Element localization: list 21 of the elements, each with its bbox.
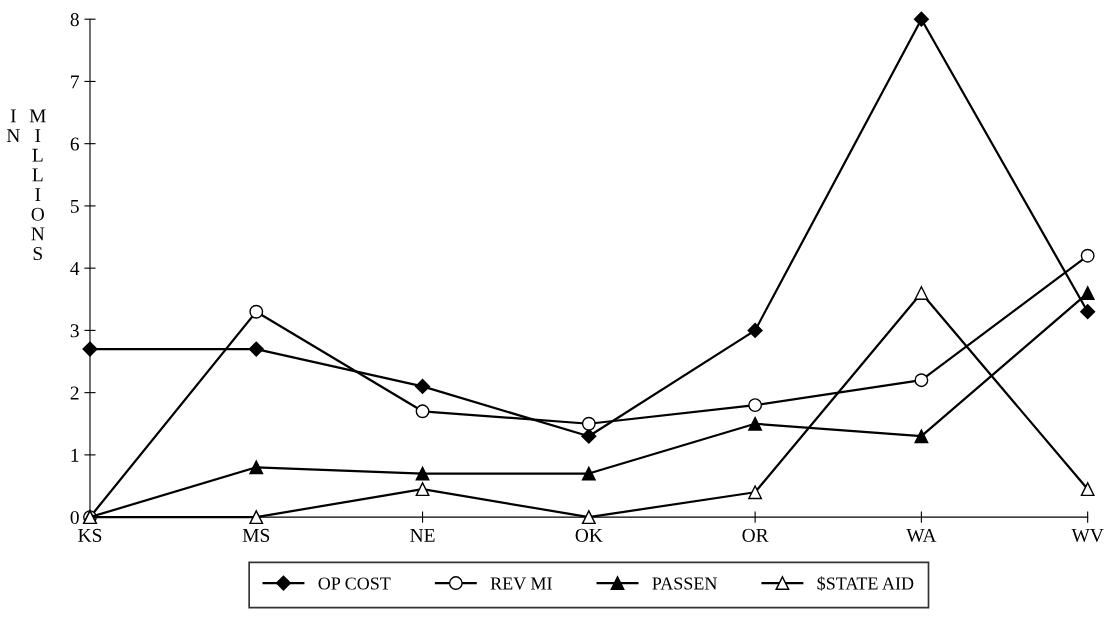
y-tick-label: 7 — [71, 75, 80, 89]
legend-label: OP COST — [318, 577, 391, 590]
y-tick-label: 0 — [70, 510, 79, 525]
x-tick-label: NE — [410, 528, 435, 542]
y-tick-label: 3 — [70, 324, 79, 338]
y-tick-label: 4 — [70, 262, 80, 275]
x-tick-label: WA — [906, 528, 937, 543]
x-tick-label: WV — [1071, 528, 1104, 543]
legend-label: $STATE AID — [817, 576, 914, 591]
legend-label: PASSEN — [652, 577, 717, 590]
x-tick-label: OR — [742, 528, 769, 542]
x-tick-label: OK — [575, 528, 603, 542]
y-tick-label: 5 — [70, 199, 79, 213]
y-tick-label: 1 — [71, 448, 79, 462]
legend-label: REV MI — [490, 577, 552, 590]
text: IN MILLIONS — [6, 109, 46, 261]
y-tick-label: 2 — [70, 386, 79, 400]
x-tick-label: MS — [242, 528, 270, 542]
x-tick-label: KS — [78, 528, 102, 542]
y-tick-label: 8 — [70, 13, 79, 27]
y-tick-label: 6 — [70, 137, 79, 151]
